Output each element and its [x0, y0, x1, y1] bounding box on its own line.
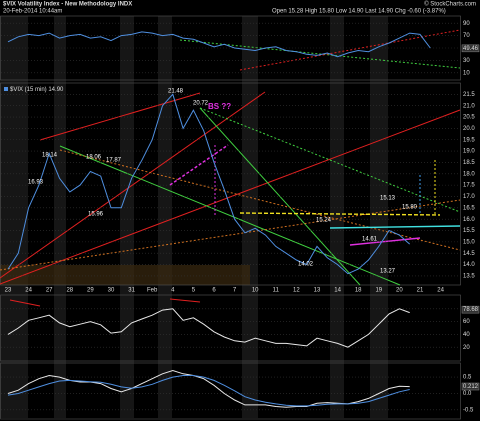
title: $VIX Volatility Index - New Methodology …	[3, 2, 132, 8]
y-tick-label: 17.0	[463, 194, 475, 200]
x-tick-label: 5	[192, 288, 196, 294]
annotation: 20.72	[193, 101, 209, 107]
y-tick-label: 14.5	[463, 251, 475, 257]
source: © StockCharts.com	[424, 1, 476, 8]
x-tick-label: 24	[25, 288, 32, 294]
y-tick-label: 19.5	[463, 137, 475, 143]
y-tick-label: 40	[463, 332, 470, 338]
y-tick-label: 16.5	[463, 205, 475, 211]
y-tick-label: 10	[463, 70, 470, 76]
subtitle: 20-Feb-2014 10:44am	[3, 9, 62, 15]
series-line	[7, 375, 410, 407]
x-tick-label: 10	[252, 288, 259, 294]
annotation: 17.87	[106, 158, 122, 164]
last-value-box	[461, 305, 480, 314]
y-tick-label: 18.0	[463, 171, 475, 177]
series-line	[7, 93, 411, 275]
x-tick-label: 28	[66, 288, 73, 294]
annotation: 18.06	[86, 155, 102, 161]
last-value-label: 0.212	[463, 384, 479, 390]
x-tick-label: 14	[334, 288, 341, 294]
annotation: 21.48	[168, 89, 184, 95]
annotation: 13.27	[380, 269, 396, 275]
x-tick-label: 23	[5, 288, 12, 294]
last-value-label: 49.46	[463, 46, 479, 52]
y-tick-label: -0.5	[463, 407, 474, 413]
annotation: 16.93	[28, 180, 44, 186]
y-tick-label: 15.5	[463, 228, 475, 234]
x-tick-label: 24	[437, 288, 444, 294]
trend-lines	[0, 29, 461, 307]
y-tick-label: 20	[463, 345, 470, 351]
y-tick-label: 70	[463, 33, 470, 39]
y-tick-label: 16.0	[463, 217, 475, 223]
x-tick-label: 27	[46, 288, 53, 294]
y-tick-label: 20.5	[463, 115, 475, 121]
y-tick-label: 14.0	[463, 262, 475, 268]
y-tick-label: 90	[463, 21, 470, 27]
x-tick-label: 19	[375, 288, 382, 294]
x-tick-label: 20	[396, 288, 403, 294]
last-value-label: 78.68	[463, 307, 479, 313]
x-tick-label: 6	[212, 288, 216, 294]
x-tick-label: 13	[314, 288, 321, 294]
annotation: 15.24	[316, 218, 332, 224]
y-tick-label: 13.5	[463, 273, 475, 279]
y-tick-label: 17.5	[463, 183, 475, 189]
y-tick-label: 0.5	[463, 375, 472, 381]
y-tick-label: 30	[463, 58, 470, 64]
series-line	[7, 31, 431, 58]
x-tick-label: 31	[128, 288, 135, 294]
annotation: BS ??	[208, 102, 231, 111]
y-tick-label: 0.0	[463, 391, 472, 397]
x-tick-label: Feb	[147, 288, 158, 294]
legend-swatch	[4, 87, 8, 91]
annotation: 15.80	[402, 205, 418, 211]
annotation: 14.61	[362, 237, 378, 243]
x-tick-label: 4	[171, 288, 175, 294]
quote: Open 15.28 High 15.80 Low 14.90 Last 14.…	[272, 9, 446, 15]
last-value-box	[461, 44, 480, 53]
x-tick-label: 29	[87, 288, 94, 294]
annotation: 18.14	[42, 153, 58, 159]
x-tick-label: 12	[293, 288, 300, 294]
y-tick-label: 21.0	[463, 103, 475, 109]
annotation: 15.13	[380, 196, 396, 202]
series-line	[7, 308, 410, 348]
x-tick-label: 7	[233, 288, 237, 294]
y-tick-label: 19.0	[463, 149, 475, 155]
y-tick-label: 18.5	[463, 160, 475, 166]
annotation: 15.96	[88, 212, 104, 218]
y-tick-label: 60	[463, 319, 470, 325]
x-tick-label: 21	[417, 288, 424, 294]
x-tick-label: 11	[273, 288, 280, 294]
y-tick-label: 21.5	[463, 92, 475, 98]
x-tick-label: 30	[108, 288, 115, 294]
shaded-zone	[0, 265, 250, 285]
y-tick-label: 15.0	[463, 239, 475, 245]
last-value-box	[461, 382, 480, 391]
x-tick-label: 18	[355, 288, 362, 294]
legend-label: $VIX (15 min) 14.90	[10, 87, 64, 93]
panel-borders	[0, 15, 461, 420]
y-tick-label: 20.0	[463, 126, 475, 132]
annotation: 14.02	[298, 262, 314, 268]
